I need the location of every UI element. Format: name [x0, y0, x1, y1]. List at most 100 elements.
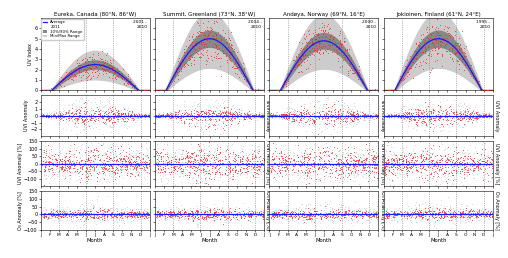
Point: [69, 216, 77, 220]
Point: [369, 150, 377, 154]
Point: [426, 211, 434, 215]
Point: [56, 150, 65, 155]
Point: [45, 113, 53, 117]
Point: [82, 212, 90, 216]
Point: [337, 50, 345, 54]
Point: [185, 57, 194, 61]
Point: [305, 118, 313, 123]
Point: [374, 153, 383, 157]
Point: [473, 207, 481, 211]
Point: [392, 213, 400, 217]
Point: [322, 116, 330, 120]
Point: [269, 151, 277, 155]
Point: [442, 49, 450, 53]
Point: [275, 208, 283, 212]
Point: [292, 212, 300, 216]
Point: [70, 162, 78, 166]
Point: [303, 160, 311, 165]
Point: [301, 168, 309, 172]
Point: [408, 213, 417, 217]
Point: [458, 114, 466, 118]
Point: [395, 212, 403, 216]
Point: [152, 212, 161, 216]
Point: [359, 80, 367, 84]
Point: [187, 125, 196, 130]
Point: [413, 220, 421, 224]
Point: [47, 147, 55, 151]
Point: [463, 109, 471, 113]
Point: [136, 157, 144, 162]
Point: [231, 171, 239, 175]
Point: [340, 212, 348, 216]
Point: [467, 111, 475, 115]
Point: [326, 44, 334, 48]
Point: [255, 112, 263, 117]
Point: [125, 109, 133, 114]
Point: [336, 107, 344, 111]
Point: [121, 117, 129, 121]
Point: [321, 162, 329, 166]
Point: [390, 170, 398, 174]
Point: [339, 139, 347, 143]
Point: [423, 217, 431, 222]
Point: [121, 112, 130, 116]
Point: [460, 50, 468, 54]
Point: [200, 159, 208, 164]
Point: [441, 124, 449, 128]
Point: [117, 211, 125, 215]
Point: [194, 124, 202, 128]
Point: [246, 113, 254, 117]
Point: [93, 216, 101, 220]
Point: [251, 88, 260, 93]
Point: [411, 49, 420, 53]
Point: [46, 115, 54, 119]
Point: [387, 164, 395, 168]
Point: [453, 117, 461, 121]
Point: [487, 208, 495, 213]
Point: [51, 214, 59, 219]
Point: [181, 195, 189, 199]
Point: [123, 212, 131, 216]
Point: [90, 118, 99, 122]
Point: [438, 158, 446, 162]
Point: [447, 183, 455, 187]
Point: [479, 170, 487, 174]
Point: [58, 156, 66, 160]
Point: [223, 60, 231, 64]
Point: [102, 65, 110, 69]
Point: [465, 116, 473, 120]
Point: [171, 214, 179, 218]
Point: [339, 150, 347, 154]
Point: [97, 211, 105, 215]
Point: [216, 157, 224, 161]
Point: [302, 143, 310, 147]
Point: [186, 170, 194, 174]
Point: [257, 211, 265, 215]
Point: [391, 165, 399, 170]
Point: [116, 167, 124, 171]
Point: [305, 212, 313, 216]
Point: [211, 50, 219, 54]
Point: [271, 210, 279, 214]
Point: [289, 112, 297, 116]
Point: [341, 163, 350, 167]
Point: [88, 165, 97, 169]
Point: [403, 217, 411, 221]
Point: [212, 211, 220, 215]
Point: [282, 214, 290, 218]
Point: [479, 158, 487, 163]
Point: [336, 207, 344, 211]
Point: [255, 163, 263, 167]
Point: [73, 169, 81, 173]
Point: [166, 215, 174, 219]
Point: [487, 115, 495, 119]
Point: [389, 164, 397, 168]
Point: [201, 209, 209, 213]
Point: [362, 113, 370, 117]
Point: [188, 212, 196, 216]
Point: [427, 155, 435, 159]
Point: [205, 149, 213, 153]
Point: [62, 161, 70, 165]
Point: [337, 165, 345, 169]
Point: [134, 161, 142, 165]
